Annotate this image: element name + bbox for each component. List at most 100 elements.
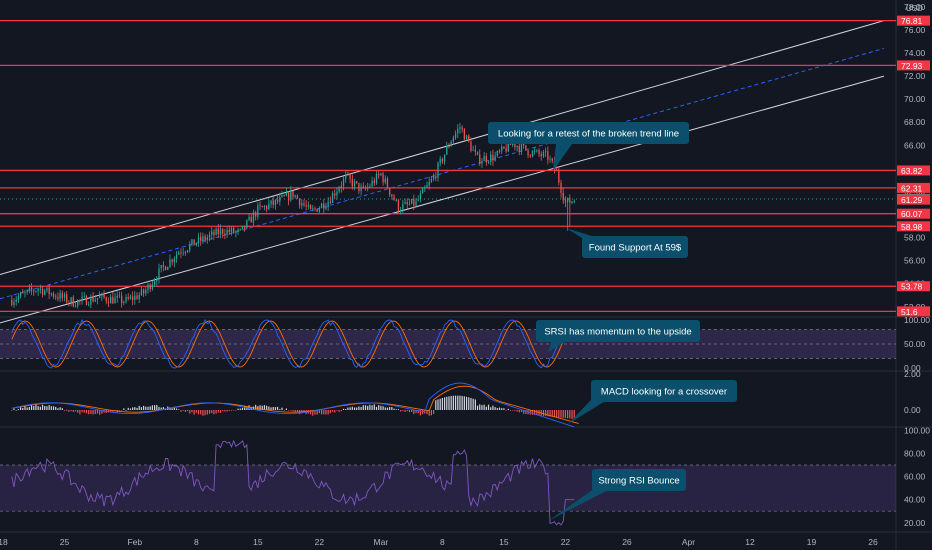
candle-body	[13, 301, 15, 306]
macd-histogram-bar	[288, 410, 290, 411]
annotation-box	[582, 236, 688, 258]
macd-histogram-bar	[573, 410, 575, 419]
time-tick-label: 25	[60, 537, 70, 547]
annotation-text: Looking for a retest of the broken trend…	[498, 129, 679, 140]
candle-body	[134, 295, 136, 300]
candle-body	[340, 185, 342, 189]
macd-histogram-bar	[96, 410, 99, 414]
annotation-text: MACD looking for a crossover	[601, 387, 727, 398]
candle-body	[389, 188, 391, 195]
macd-histogram-bar	[90, 410, 92, 415]
macd-histogram-bar	[85, 410, 88, 414]
candle-body	[441, 158, 444, 162]
candle-body	[393, 196, 395, 201]
price-tick-label: 58.00	[904, 233, 926, 243]
macd-histogram-bar	[400, 410, 402, 412]
candle-body	[564, 200, 567, 203]
time-axis[interactable]: 18 25 Feb 8 15 22 Mar 8 15 22 26 Apr 12 19 26	[0, 537, 878, 547]
macd-histogram-bar	[294, 410, 296, 412]
candle-body	[487, 161, 490, 163]
macd-histogram-bar	[226, 410, 228, 412]
macd-histogram-bar	[560, 410, 562, 418]
macd-histogram-bar	[222, 410, 224, 412]
candle-body	[301, 203, 303, 206]
macd-pane[interactable]	[11, 382, 579, 428]
macd-histogram-bar	[228, 410, 230, 411]
candle-body	[241, 225, 244, 230]
rsi-pane[interactable]	[0, 439, 896, 526]
macd-histogram-bar	[367, 405, 369, 410]
candle-body	[222, 229, 224, 234]
macd-histogram-bar	[492, 405, 494, 410]
candle-body	[66, 294, 68, 303]
candle-body	[474, 149, 476, 152]
price-badge-text: 58.98	[901, 222, 923, 232]
macd-histogram-bar	[562, 410, 564, 418]
candle-body	[479, 154, 481, 164]
candle-body	[182, 252, 184, 254]
macd-histogram-bar	[441, 397, 443, 410]
candle-body	[19, 292, 22, 297]
candle-body	[123, 301, 125, 304]
candle-body	[520, 143, 523, 152]
candle-body	[186, 250, 189, 252]
price-tick-label: 66.00	[904, 140, 926, 150]
candle-body	[481, 160, 483, 164]
macd-histogram-bar	[509, 410, 512, 411]
candle-body	[545, 151, 547, 153]
macd-histogram-bar	[551, 410, 553, 417]
price-badge	[897, 306, 930, 317]
candle-body	[178, 252, 180, 255]
macd-histogram-bar	[314, 410, 316, 415]
macd-histogram-bar	[191, 410, 193, 413]
candle-body	[22, 292, 24, 294]
macd-histogram-bar	[252, 406, 255, 410]
macd-histogram-bar	[70, 410, 72, 412]
candle-body	[395, 199, 397, 201]
annotation-callout: Looking for a retest of the broken trend…	[488, 122, 689, 171]
candle-body	[162, 265, 165, 267]
macd-histogram-bar	[518, 410, 520, 413]
macd-histogram-bar	[129, 408, 132, 410]
macd-histogram-bar	[241, 407, 244, 410]
candle-body	[386, 178, 389, 189]
candle-body	[52, 293, 55, 297]
macd-histogram-bar	[15, 409, 17, 411]
candle-body	[465, 135, 468, 140]
candle-body	[494, 155, 496, 161]
candle-body	[514, 142, 516, 148]
macd-histogram-bar	[435, 400, 437, 410]
candle-body	[531, 151, 534, 157]
candle-body	[367, 186, 369, 189]
candle-body	[303, 203, 305, 206]
candle-body	[360, 186, 362, 192]
macd-signal-line	[16, 385, 579, 424]
srsi-pane[interactable]	[0, 318, 896, 369]
candle-body	[342, 178, 345, 186]
candle-body	[68, 302, 70, 303]
macd-histogram-bar	[490, 407, 492, 410]
macd-histogram-bar	[395, 409, 397, 410]
candle-body	[498, 151, 501, 152]
candle-body	[529, 155, 531, 157]
price-axis[interactable]: 78.0076.0074.0072.0070.0068.0066.0064.00…	[897, 2, 930, 528]
rsi-tick-label: 80.00	[904, 448, 926, 458]
candle-body	[571, 201, 573, 203]
candle-body	[391, 194, 393, 197]
annotation-text: Found Support At 59$	[589, 243, 682, 254]
macd-histogram-bar	[110, 410, 112, 412]
candle-body	[127, 296, 129, 299]
candle-body	[415, 200, 417, 206]
candle-body	[384, 178, 386, 183]
macd-histogram-bar	[369, 404, 371, 410]
candle-body	[17, 296, 20, 300]
macd-histogram-bar	[443, 397, 446, 410]
macd-line	[11, 382, 575, 428]
annotation-pointer	[568, 400, 607, 424]
candle-body	[375, 173, 378, 184]
candle-body	[103, 293, 105, 298]
candle-body	[331, 193, 334, 203]
annotation-text: SRSI has momentum to the upside	[544, 327, 691, 338]
